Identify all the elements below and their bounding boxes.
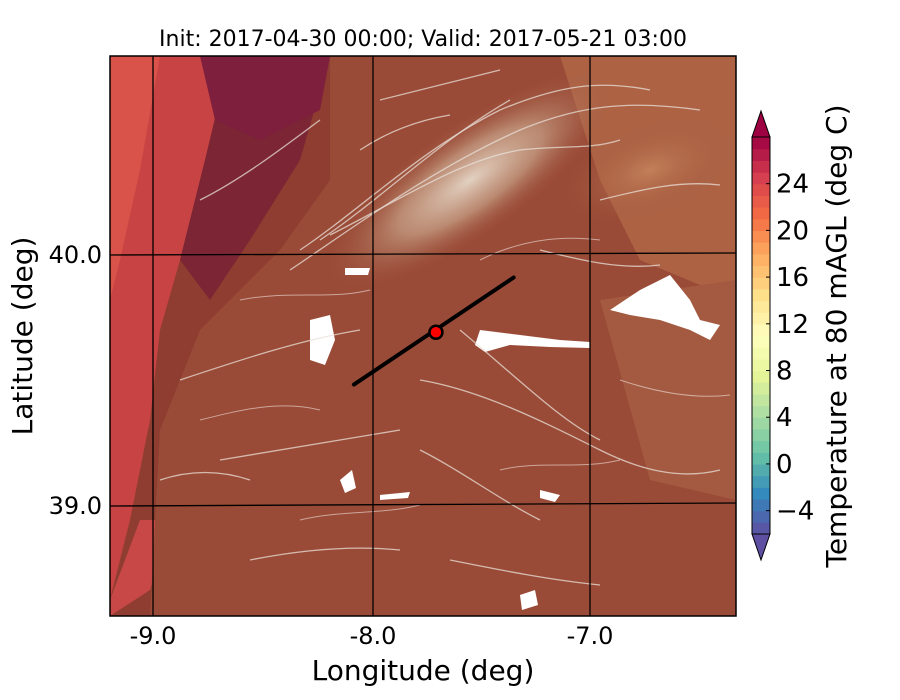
colorbar-segment (752, 440, 770, 453)
colorbar-segment (752, 137, 770, 150)
map-frame (109, 55, 737, 617)
colorbar-segment (752, 393, 770, 407)
colorbar-segment (752, 160, 770, 173)
colorbar-segment (752, 218, 770, 232)
plot-title: Init: 2017-04-30 00:00; Valid: 2017-05-2… (159, 27, 687, 52)
colorbar-tick-label: 12 (776, 310, 809, 340)
coastal-hot-zone (110, 56, 160, 300)
colorbar-segment (752, 428, 770, 442)
colorbar-segment (752, 312, 770, 325)
colorbar-tick-label: 0 (776, 450, 793, 480)
colorbar-segment (752, 475, 770, 488)
colorbar-segment (752, 417, 770, 430)
colorbar: 24 20 16 12 8 4 0 −4 (751, 109, 814, 562)
colorbar-segment (752, 230, 770, 243)
map-area (110, 56, 736, 616)
colorbar-segment (752, 452, 770, 465)
colorbar-label: Temperature at 80 mAGL (deg C) (820, 104, 853, 568)
mountain-ridge (327, 72, 613, 288)
river-patch (610, 275, 720, 340)
parallel-line (110, 252, 736, 256)
colorbar-segment (752, 510, 770, 523)
colorbar-tick-label: 20 (776, 216, 809, 246)
graticule (110, 56, 736, 616)
colorbar-segment (752, 253, 770, 267)
colorbar-segment (752, 405, 770, 418)
contour-lines (159, 69, 721, 586)
colorbar-segment (752, 382, 770, 395)
colorbar-segment (752, 288, 770, 302)
colorbar-segment (752, 358, 770, 372)
colorbar-segment (752, 498, 770, 512)
colorbar-tick-label: −4 (776, 497, 814, 527)
y-tick-label: 39.0 (49, 492, 102, 520)
colorbar-extend-max (751, 109, 771, 138)
colorbar-segment (752, 323, 770, 337)
colorbar-tick-label: 8 (776, 357, 793, 387)
colorbar-segment (752, 183, 770, 196)
colorbar-segment (752, 370, 770, 383)
colorbar-tick-label: 24 (776, 170, 809, 200)
river-patch (475, 330, 590, 352)
colorbar-segment (752, 335, 770, 348)
colorbar-segment (752, 242, 770, 255)
colorbar-tick-label: 4 (776, 403, 793, 433)
coastal-warm-zone (110, 56, 230, 600)
river-patch (310, 315, 335, 365)
colorbar-segment (752, 172, 770, 185)
colorbar-segment (752, 347, 770, 360)
colorbar-segment (752, 207, 770, 220)
colorbar-frame (751, 136, 771, 535)
x-axis-label: Longitude (deg) (312, 654, 535, 687)
colorbar-tick-label: 16 (776, 263, 809, 293)
y-tick-label: 40.0 (49, 241, 102, 269)
colorbar-segment (752, 148, 770, 161)
colorbar-segment (752, 463, 770, 477)
colorbar-segment (752, 487, 770, 500)
colorbar-segment (752, 277, 770, 290)
x-tick-label: -7.0 (567, 622, 614, 650)
x-tick-label: -9.0 (130, 622, 177, 650)
x-tick-label: -8.0 (350, 622, 397, 650)
parallel-line (110, 502, 736, 507)
colorbar-segment (752, 522, 770, 535)
colorbar-segment (752, 195, 770, 208)
y-axis-label: Latitude (deg) (6, 237, 39, 436)
colorbar-segment (752, 300, 770, 313)
location-marker (428, 324, 444, 341)
colorbar-extend-min (751, 533, 771, 562)
colorbar-segment (752, 265, 770, 278)
